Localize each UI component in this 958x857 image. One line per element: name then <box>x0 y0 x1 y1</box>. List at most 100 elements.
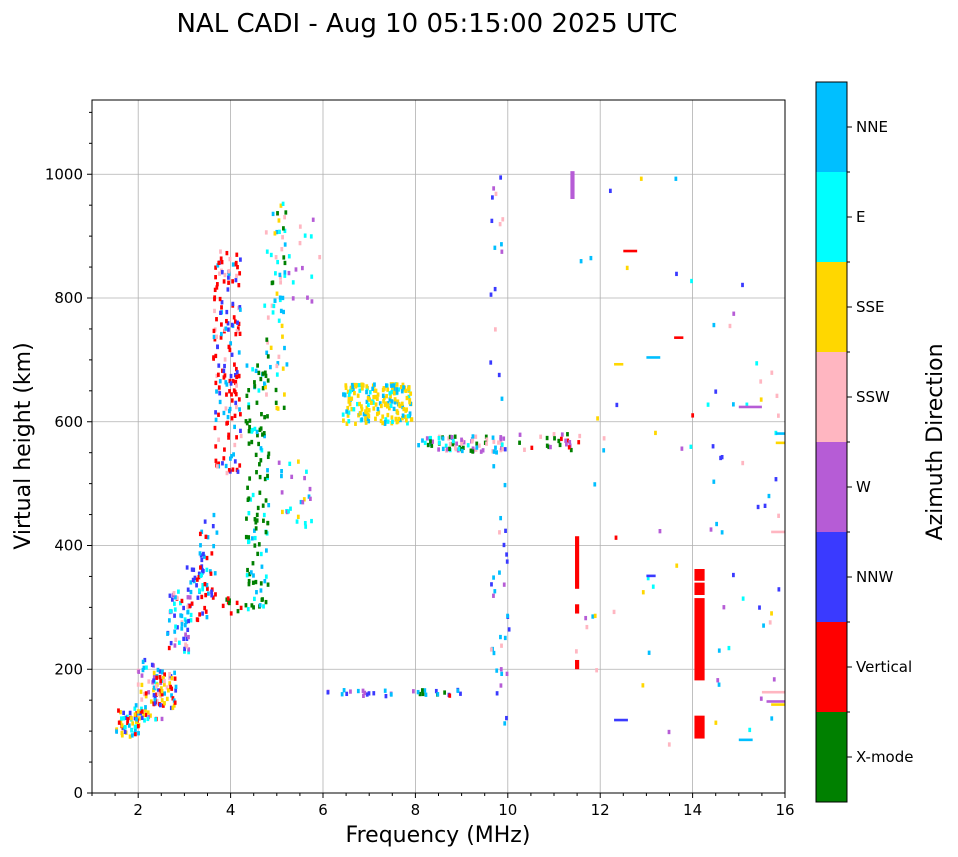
data-point <box>396 399 400 404</box>
data-point <box>282 309 285 315</box>
data-point <box>768 620 772 625</box>
data-point <box>493 327 497 332</box>
data-point <box>500 643 503 648</box>
data-point <box>709 527 713 532</box>
data-point <box>221 603 225 609</box>
data-point <box>275 363 279 369</box>
data-point <box>238 271 242 276</box>
data-point <box>222 456 226 461</box>
data-point <box>153 701 157 706</box>
data-point <box>283 273 287 278</box>
data-point <box>198 551 202 556</box>
data-point <box>342 392 345 397</box>
data-point <box>275 372 279 377</box>
data-point <box>229 381 233 386</box>
data-point <box>120 716 123 721</box>
data-point <box>273 231 277 236</box>
data-point <box>235 404 238 410</box>
data-point <box>255 470 258 475</box>
data-point <box>234 366 238 372</box>
data-point <box>180 598 184 604</box>
data-point <box>227 468 231 473</box>
data-point <box>265 548 268 553</box>
data-point <box>279 308 283 314</box>
data-point <box>418 691 422 697</box>
data-point <box>305 469 308 474</box>
data-point <box>265 392 268 397</box>
data-point <box>456 688 460 693</box>
data-point <box>140 709 144 714</box>
data-point <box>379 418 383 424</box>
data-point <box>545 443 549 448</box>
data-point <box>273 298 277 303</box>
x-tick-label: 2 <box>133 801 143 819</box>
data-point <box>174 624 177 629</box>
data-segment <box>738 738 753 742</box>
data-point <box>251 492 255 498</box>
data-point <box>251 580 255 585</box>
data-point <box>147 679 151 684</box>
data-point <box>232 452 235 457</box>
data-point <box>310 299 314 304</box>
data-point <box>197 575 201 580</box>
colorbar-title: Azimuth Direction <box>923 343 948 540</box>
data-point <box>169 705 173 711</box>
data-point <box>256 551 260 557</box>
data-segment <box>775 441 785 445</box>
data-point <box>239 605 243 611</box>
data-point <box>159 692 163 697</box>
data-point <box>266 520 270 526</box>
data-point <box>308 496 312 502</box>
data-point <box>267 502 271 508</box>
data-point <box>248 418 252 423</box>
data-point <box>233 319 237 324</box>
data-point <box>238 307 242 312</box>
data-point <box>259 458 263 463</box>
data-point <box>169 640 173 646</box>
data-point <box>306 295 309 300</box>
data-point <box>120 733 124 738</box>
data-point <box>201 611 204 616</box>
data-point <box>264 373 268 379</box>
data-point <box>227 432 231 437</box>
y-tick-label: 400 <box>54 537 83 555</box>
data-point <box>502 582 506 587</box>
data-point <box>197 571 201 576</box>
data-point <box>777 413 780 418</box>
data-point <box>125 714 129 720</box>
data-point <box>119 719 123 725</box>
data-point <box>248 571 252 577</box>
data-point <box>344 385 348 390</box>
data-point <box>732 311 736 316</box>
data-segment <box>771 530 785 534</box>
data-point <box>475 441 479 446</box>
data-point <box>230 352 234 357</box>
data-point <box>460 448 464 454</box>
data-point <box>569 447 573 453</box>
data-point <box>239 257 242 262</box>
data-segment <box>646 574 656 578</box>
data-point <box>291 280 295 285</box>
data-point <box>216 344 219 349</box>
data-point <box>277 218 281 223</box>
data-point <box>214 353 218 359</box>
data-point <box>204 592 208 598</box>
data-segment <box>646 356 661 359</box>
data-point <box>139 689 143 694</box>
colorbar-segment <box>816 622 847 712</box>
data-point <box>275 291 279 296</box>
data-point <box>492 449 496 454</box>
data-point <box>215 530 219 535</box>
data-column <box>575 536 580 589</box>
data-point <box>498 570 501 575</box>
data-point <box>234 400 238 406</box>
data-point <box>448 441 452 447</box>
data-point <box>152 678 155 683</box>
data-point <box>218 399 222 405</box>
colorbar-segment <box>816 712 847 802</box>
data-point <box>133 724 137 729</box>
data-point <box>163 672 167 677</box>
data-points <box>115 171 785 747</box>
data-point <box>281 334 284 339</box>
data-point <box>279 203 283 208</box>
